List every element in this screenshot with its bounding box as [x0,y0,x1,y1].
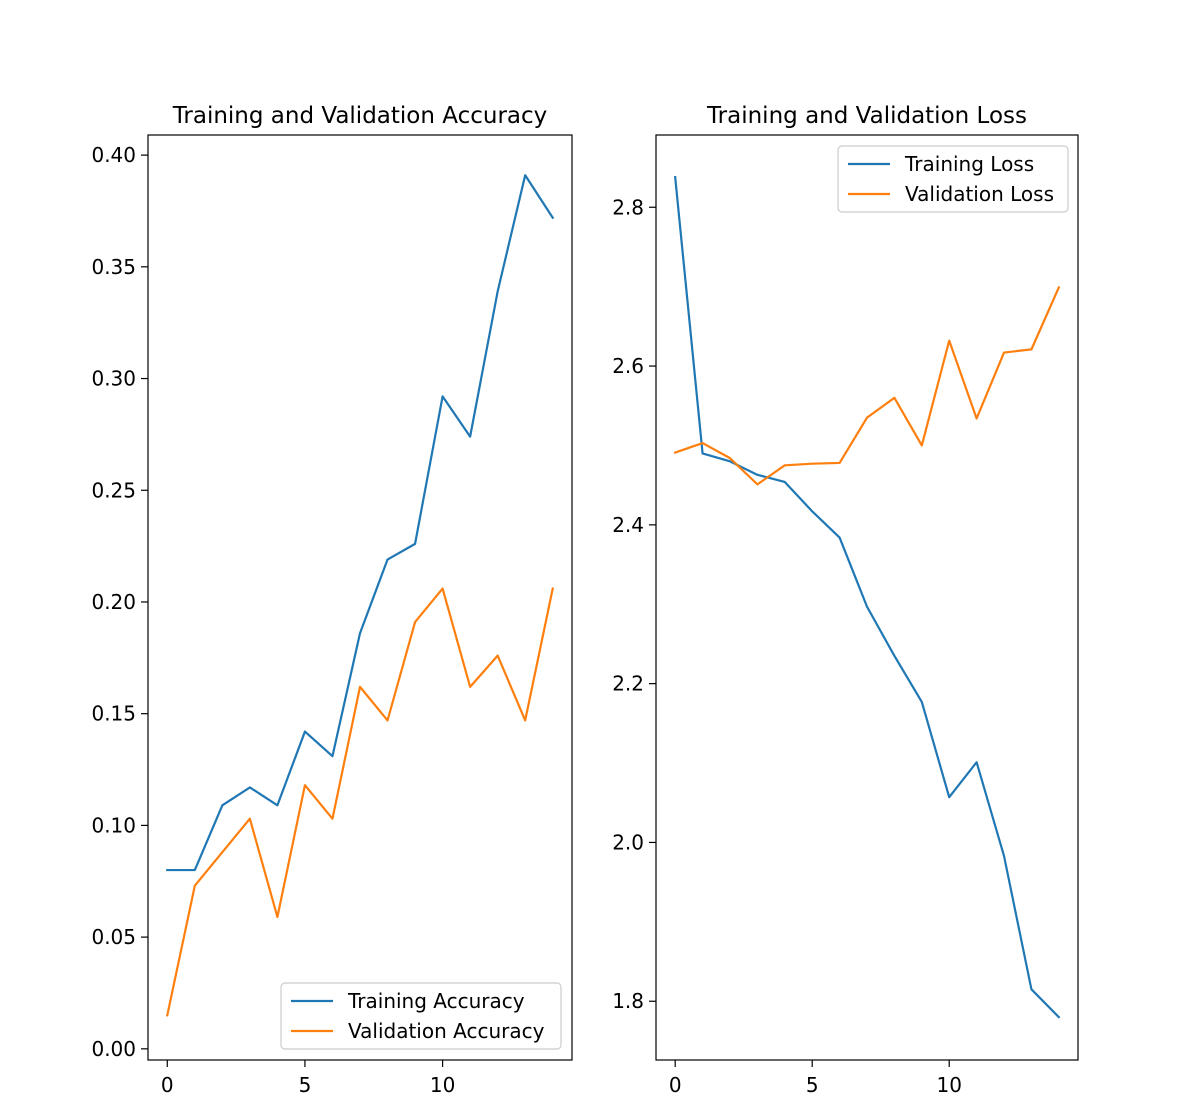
accuracy-chart-y-tick-label: 0.00 [91,1037,136,1061]
accuracy-chart-y-tick-label: 0.05 [91,925,136,949]
accuracy-chart-legend-label: Training Accuracy [347,989,525,1013]
accuracy-chart-x-tick-label: 10 [430,1073,455,1097]
accuracy-chart-ticks: 0 5 10 0.00 0.05 0.10 0.15 0.20 0.25 0.30 0.35 0.40 [91,143,455,1097]
loss-chart-y-tick-label: 1.8 [612,989,644,1013]
loss-chart-legend-label: Training Loss [904,152,1034,176]
loss-chart-y-tick-label: 2.8 [612,195,644,219]
accuracy-chart-x-tick-label: 5 [299,1073,312,1097]
accuracy-chart-y-tick-label: 0.35 [91,255,136,279]
accuracy-chart-y-tick-label: 0.10 [91,813,136,837]
accuracy-chart-legend-box [280,982,562,1050]
accuracy-chart-y-tick-label: 0.40 [91,143,136,167]
accuracy-chart-y-tick-label: 0.15 [91,702,136,726]
loss-chart-ticks: 0 5 10 1.8 2.0 2.2 2.4 2.6 2.8 [612,195,962,1097]
loss-chart-series [673,175,1061,1019]
loss-chart-y-tick-label: 2.0 [612,830,644,854]
loss-chart-x-tick-label: 0 [669,1073,682,1097]
loss-chart-x-tick-label: 5 [806,1073,819,1097]
accuracy-chart-series [165,174,555,1017]
accuracy-chart-x-tick-label: 0 [161,1073,174,1097]
accuracy-chart-series-validation-accuracy [165,587,555,1017]
loss-chart-y-tick-label: 2.4 [612,513,644,537]
accuracy-chart-y-tick-label: 0.30 [91,367,136,391]
accuracy-chart-frame [147,134,573,1061]
loss-chart: Training and Validation Loss 0 5 10 1.8 2.0 2… [612,103,1079,1097]
accuracy-chart-legend-label: Validation Accuracy [348,1019,545,1043]
loss-chart-legend: Training Loss Validation Loss [837,145,1069,213]
loss-chart-legend-box [837,145,1069,213]
accuracy-chart-title: Training and Validation Accuracy [172,103,548,129]
loss-chart-series-validation-loss [673,285,1061,486]
accuracy-chart-y-tick-label: 0.25 [91,478,136,502]
loss-chart-frame [655,134,1079,1061]
accuracy-chart-legend: Training Accuracy Validation Accuracy [280,982,562,1050]
loss-chart-legend-label: Validation Loss [905,182,1054,206]
loss-chart-title: Training and Validation Loss [706,103,1027,129]
loss-chart-x-tick-label: 10 [936,1073,961,1097]
accuracy-chart: Training and Validation Accuracy 0 5 10 0.0… [91,103,573,1097]
accuracy-chart-series-training-accuracy [166,174,555,872]
accuracy-chart-y-tick-label: 0.20 [91,590,136,614]
loss-chart-y-tick-label: 2.2 [612,672,644,696]
loss-chart-y-tick-label: 2.6 [612,354,644,378]
